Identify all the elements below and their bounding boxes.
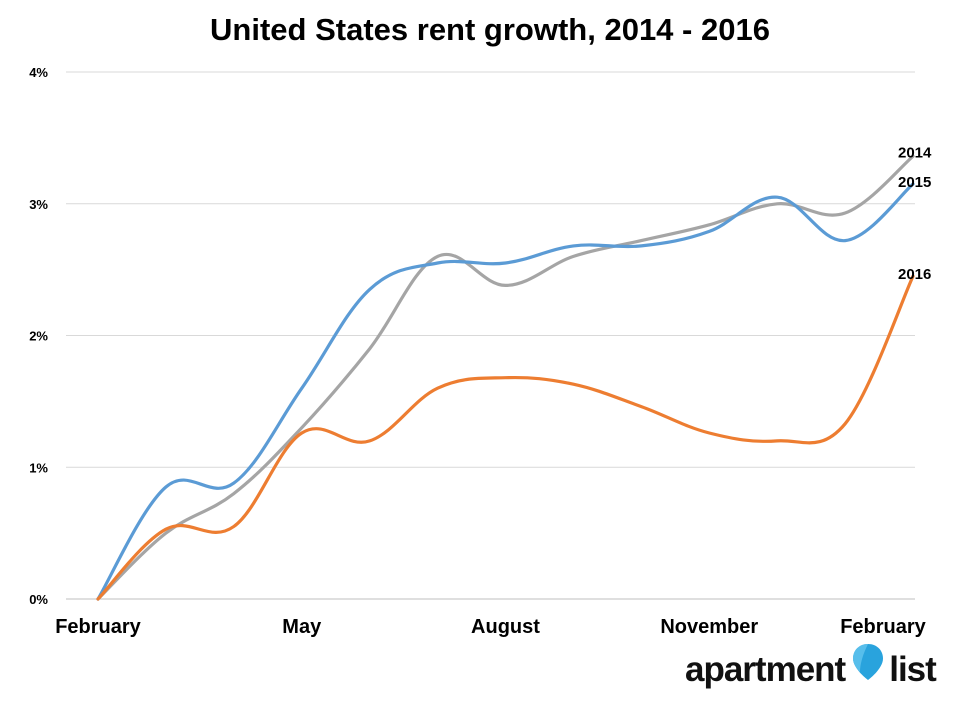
x-tick-label: February xyxy=(840,616,926,638)
y-tick-label: 1% xyxy=(29,460,48,475)
y-axis-ticks: 0% 1% 2% 3% 4% xyxy=(29,65,48,607)
series-line-2014 xyxy=(96,154,915,601)
series-label-2016: 2016 xyxy=(898,266,931,283)
series-labels: 2014 2015 2016 xyxy=(898,144,932,283)
series-line-2016 xyxy=(96,274,915,601)
map-pin-icon xyxy=(851,642,885,691)
series-lines xyxy=(96,154,915,601)
chart-title: United States rent growth, 2014 - 2016 xyxy=(210,12,770,47)
x-axis-ticks: February May August November February xyxy=(55,616,926,638)
x-tick-label: November xyxy=(660,616,758,638)
logo-text-list: list xyxy=(889,650,937,689)
series-label-2015: 2015 xyxy=(898,174,931,191)
x-tick-label: August xyxy=(471,616,540,638)
series-label-2014: 2014 xyxy=(898,144,932,161)
apartment-list-logo: apartment list xyxy=(685,643,937,692)
gridlines xyxy=(66,71,915,600)
y-tick-label: 2% xyxy=(29,329,48,344)
series-line-2015 xyxy=(96,182,915,601)
y-tick-label: 3% xyxy=(29,197,48,212)
y-tick-label: 0% xyxy=(29,592,48,607)
y-tick-label: 4% xyxy=(29,65,48,80)
logo-text-apartment: apartment xyxy=(685,650,846,689)
x-tick-label: February xyxy=(55,616,141,638)
x-tick-label: May xyxy=(282,616,322,638)
